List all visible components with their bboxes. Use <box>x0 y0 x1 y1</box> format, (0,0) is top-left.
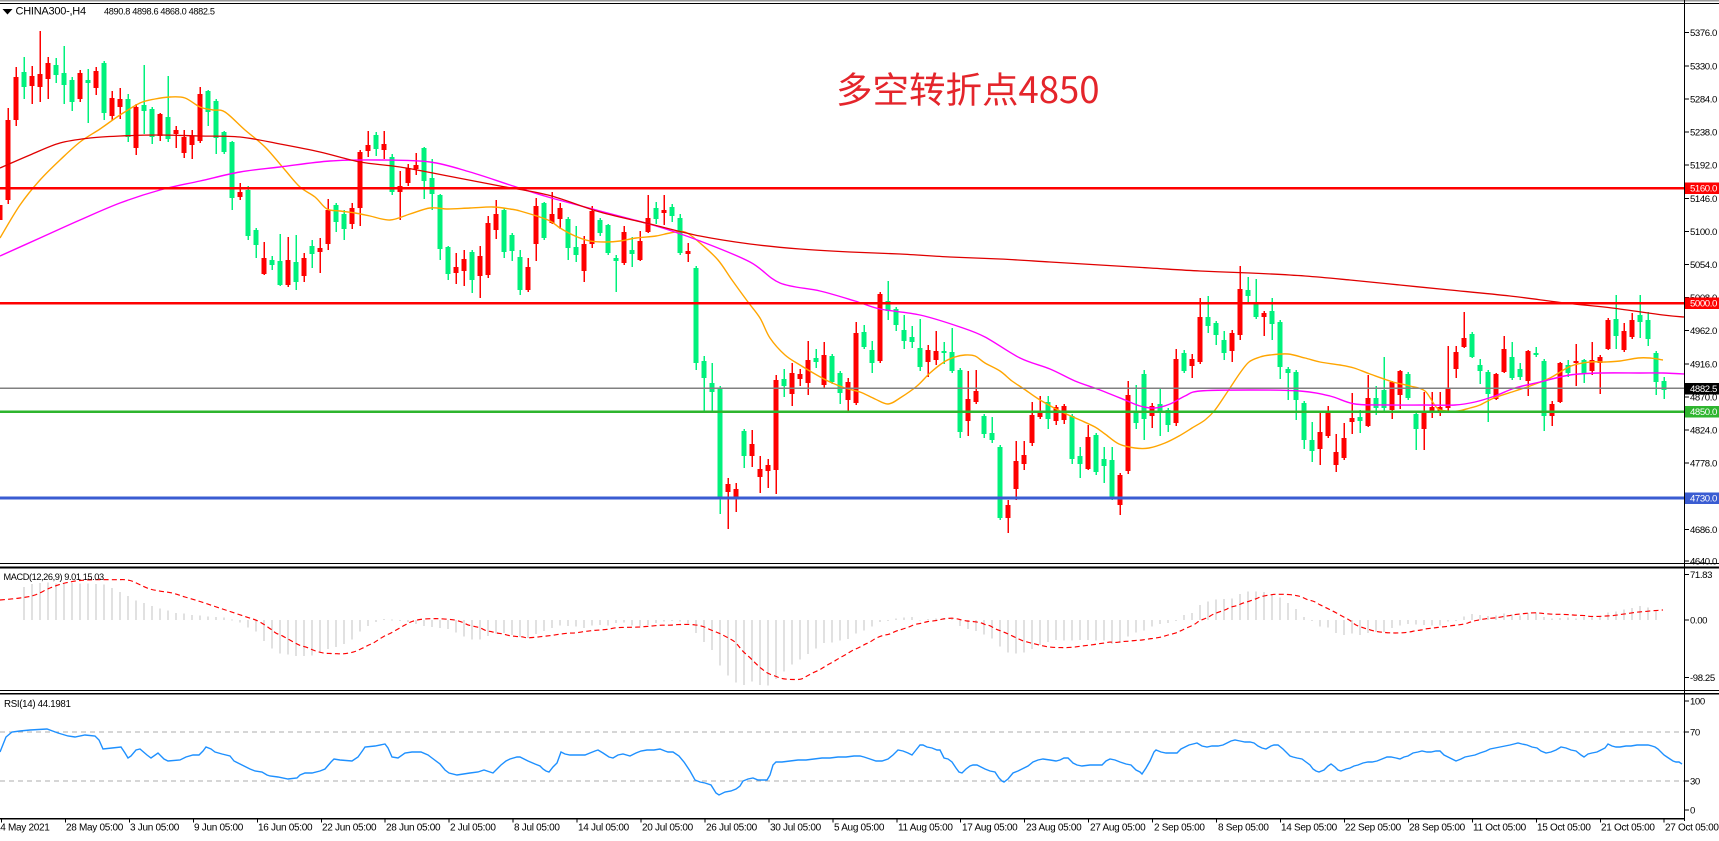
svg-text:28 May 05:00: 28 May 05:00 <box>66 823 124 834</box>
svg-text:5284.0: 5284.0 <box>1690 94 1717 105</box>
svg-text:4730.0: 4730.0 <box>1690 494 1717 505</box>
svg-text:8 Jul 05:00: 8 Jul 05:00 <box>514 823 560 834</box>
svg-text:5330.0: 5330.0 <box>1690 61 1717 72</box>
svg-text:11 Oct 05:00: 11 Oct 05:00 <box>1473 823 1527 834</box>
svg-text:27 Aug 05:00: 27 Aug 05:00 <box>1090 823 1146 834</box>
svg-text:100: 100 <box>1690 697 1705 708</box>
svg-text:71.83: 71.83 <box>1690 570 1712 581</box>
svg-text:4824.0: 4824.0 <box>1690 426 1717 437</box>
svg-text:4640.0: 4640.0 <box>1690 557 1717 568</box>
svg-text:26 Jul 05:00: 26 Jul 05:00 <box>706 823 758 834</box>
svg-text:20 Jul 05:00: 20 Jul 05:00 <box>642 823 694 834</box>
svg-text:0.00: 0.00 <box>1690 616 1707 627</box>
svg-text:CHINA300-,H4: CHINA300-,H4 <box>16 6 86 18</box>
svg-text:5100.0: 5100.0 <box>1690 227 1717 238</box>
svg-text:2 Jul 05:00: 2 Jul 05:00 <box>450 823 496 834</box>
svg-text:-98.25: -98.25 <box>1690 673 1715 684</box>
svg-text:4882.5: 4882.5 <box>1690 384 1717 395</box>
svg-text:MACD(12,26,9) 9.01 15.03: MACD(12,26,9) 9.01 15.03 <box>4 572 104 582</box>
svg-text:5000.0: 5000.0 <box>1690 299 1717 310</box>
svg-text:5192.0: 5192.0 <box>1690 161 1717 172</box>
svg-text:4850.0: 4850.0 <box>1690 407 1717 418</box>
svg-text:5 Aug 05:00: 5 Aug 05:00 <box>834 823 885 834</box>
svg-text:28 Sep 05:00: 28 Sep 05:00 <box>1409 823 1466 834</box>
svg-text:30 Jul 05:00: 30 Jul 05:00 <box>770 823 822 834</box>
svg-text:5160.0: 5160.0 <box>1690 184 1717 195</box>
svg-text:23 Aug 05:00: 23 Aug 05:00 <box>1026 823 1082 834</box>
svg-text:70: 70 <box>1690 728 1700 739</box>
svg-text:4890.8 4898.6 4868.0 4882.5: 4890.8 4898.6 4868.0 4882.5 <box>104 7 215 17</box>
svg-text:15 Oct 05:00: 15 Oct 05:00 <box>1537 823 1591 834</box>
svg-text:21 Oct 05:00: 21 Oct 05:00 <box>1601 823 1655 834</box>
svg-text:11 Aug 05:00: 11 Aug 05:00 <box>898 823 953 834</box>
svg-text:5238.0: 5238.0 <box>1690 128 1717 139</box>
svg-text:22 Sep 05:00: 22 Sep 05:00 <box>1345 823 1402 834</box>
svg-text:5146.0: 5146.0 <box>1690 194 1717 205</box>
svg-text:8 Sep 05:00: 8 Sep 05:00 <box>1218 823 1269 834</box>
svg-text:28 Jun 05:00: 28 Jun 05:00 <box>386 823 441 834</box>
svg-text:14 Jul 05:00: 14 Jul 05:00 <box>578 823 630 834</box>
svg-text:4686.0: 4686.0 <box>1690 525 1717 536</box>
svg-text:9 Jun 05:00: 9 Jun 05:00 <box>194 823 244 834</box>
svg-text:24 May 2021: 24 May 2021 <box>0 823 50 834</box>
svg-text:4962.0: 4962.0 <box>1690 326 1717 337</box>
svg-text:2 Sep 05:00: 2 Sep 05:00 <box>1154 823 1205 834</box>
svg-text:3 Jun 05:00: 3 Jun 05:00 <box>130 823 180 834</box>
svg-text:14 Sep 05:00: 14 Sep 05:00 <box>1281 823 1338 834</box>
svg-text:4870.0: 4870.0 <box>1690 393 1717 404</box>
svg-text:27 Oct 05:00: 27 Oct 05:00 <box>1665 823 1719 834</box>
svg-text:5376.0: 5376.0 <box>1690 28 1717 39</box>
svg-text:16 Jun 05:00: 16 Jun 05:00 <box>258 823 313 834</box>
svg-text:5054.0: 5054.0 <box>1690 260 1717 271</box>
svg-text:22 Jun 05:00: 22 Jun 05:00 <box>322 823 377 834</box>
svg-text:30: 30 <box>1690 777 1700 788</box>
svg-text:RSI(14) 44.1981: RSI(14) 44.1981 <box>4 699 71 710</box>
svg-text:4916.0: 4916.0 <box>1690 359 1717 370</box>
svg-text:17 Aug 05:00: 17 Aug 05:00 <box>962 823 1018 834</box>
svg-text:4778.0: 4778.0 <box>1690 459 1717 470</box>
svg-text:0: 0 <box>1690 806 1695 817</box>
